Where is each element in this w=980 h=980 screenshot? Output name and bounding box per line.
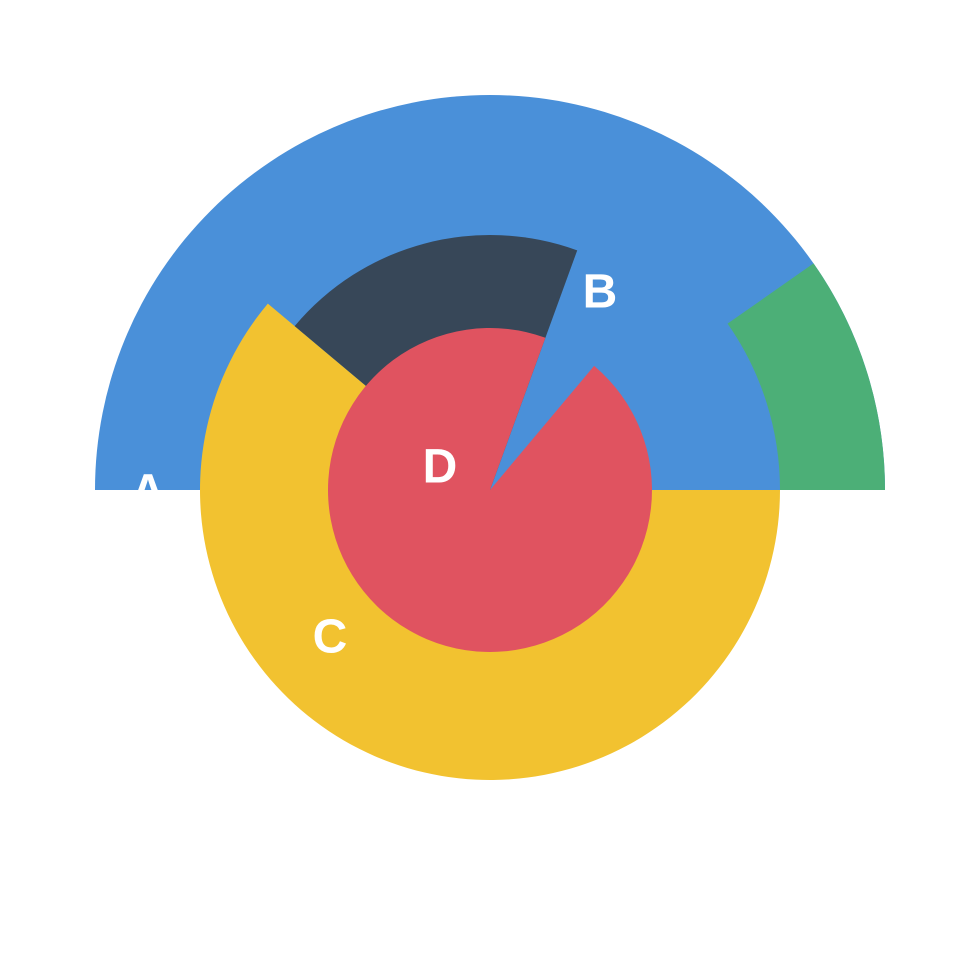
segment-label-b: B: [583, 266, 618, 319]
segment-label-c: C: [313, 611, 348, 664]
chart-svg: A E C B D: [0, 0, 980, 980]
segment-d: [328, 328, 652, 652]
radial-chart: A E C B D: [0, 0, 980, 980]
segment-label-d: D: [423, 441, 458, 494]
segment-label-e: E: [724, 711, 756, 764]
segment-label-a: A: [131, 466, 166, 519]
